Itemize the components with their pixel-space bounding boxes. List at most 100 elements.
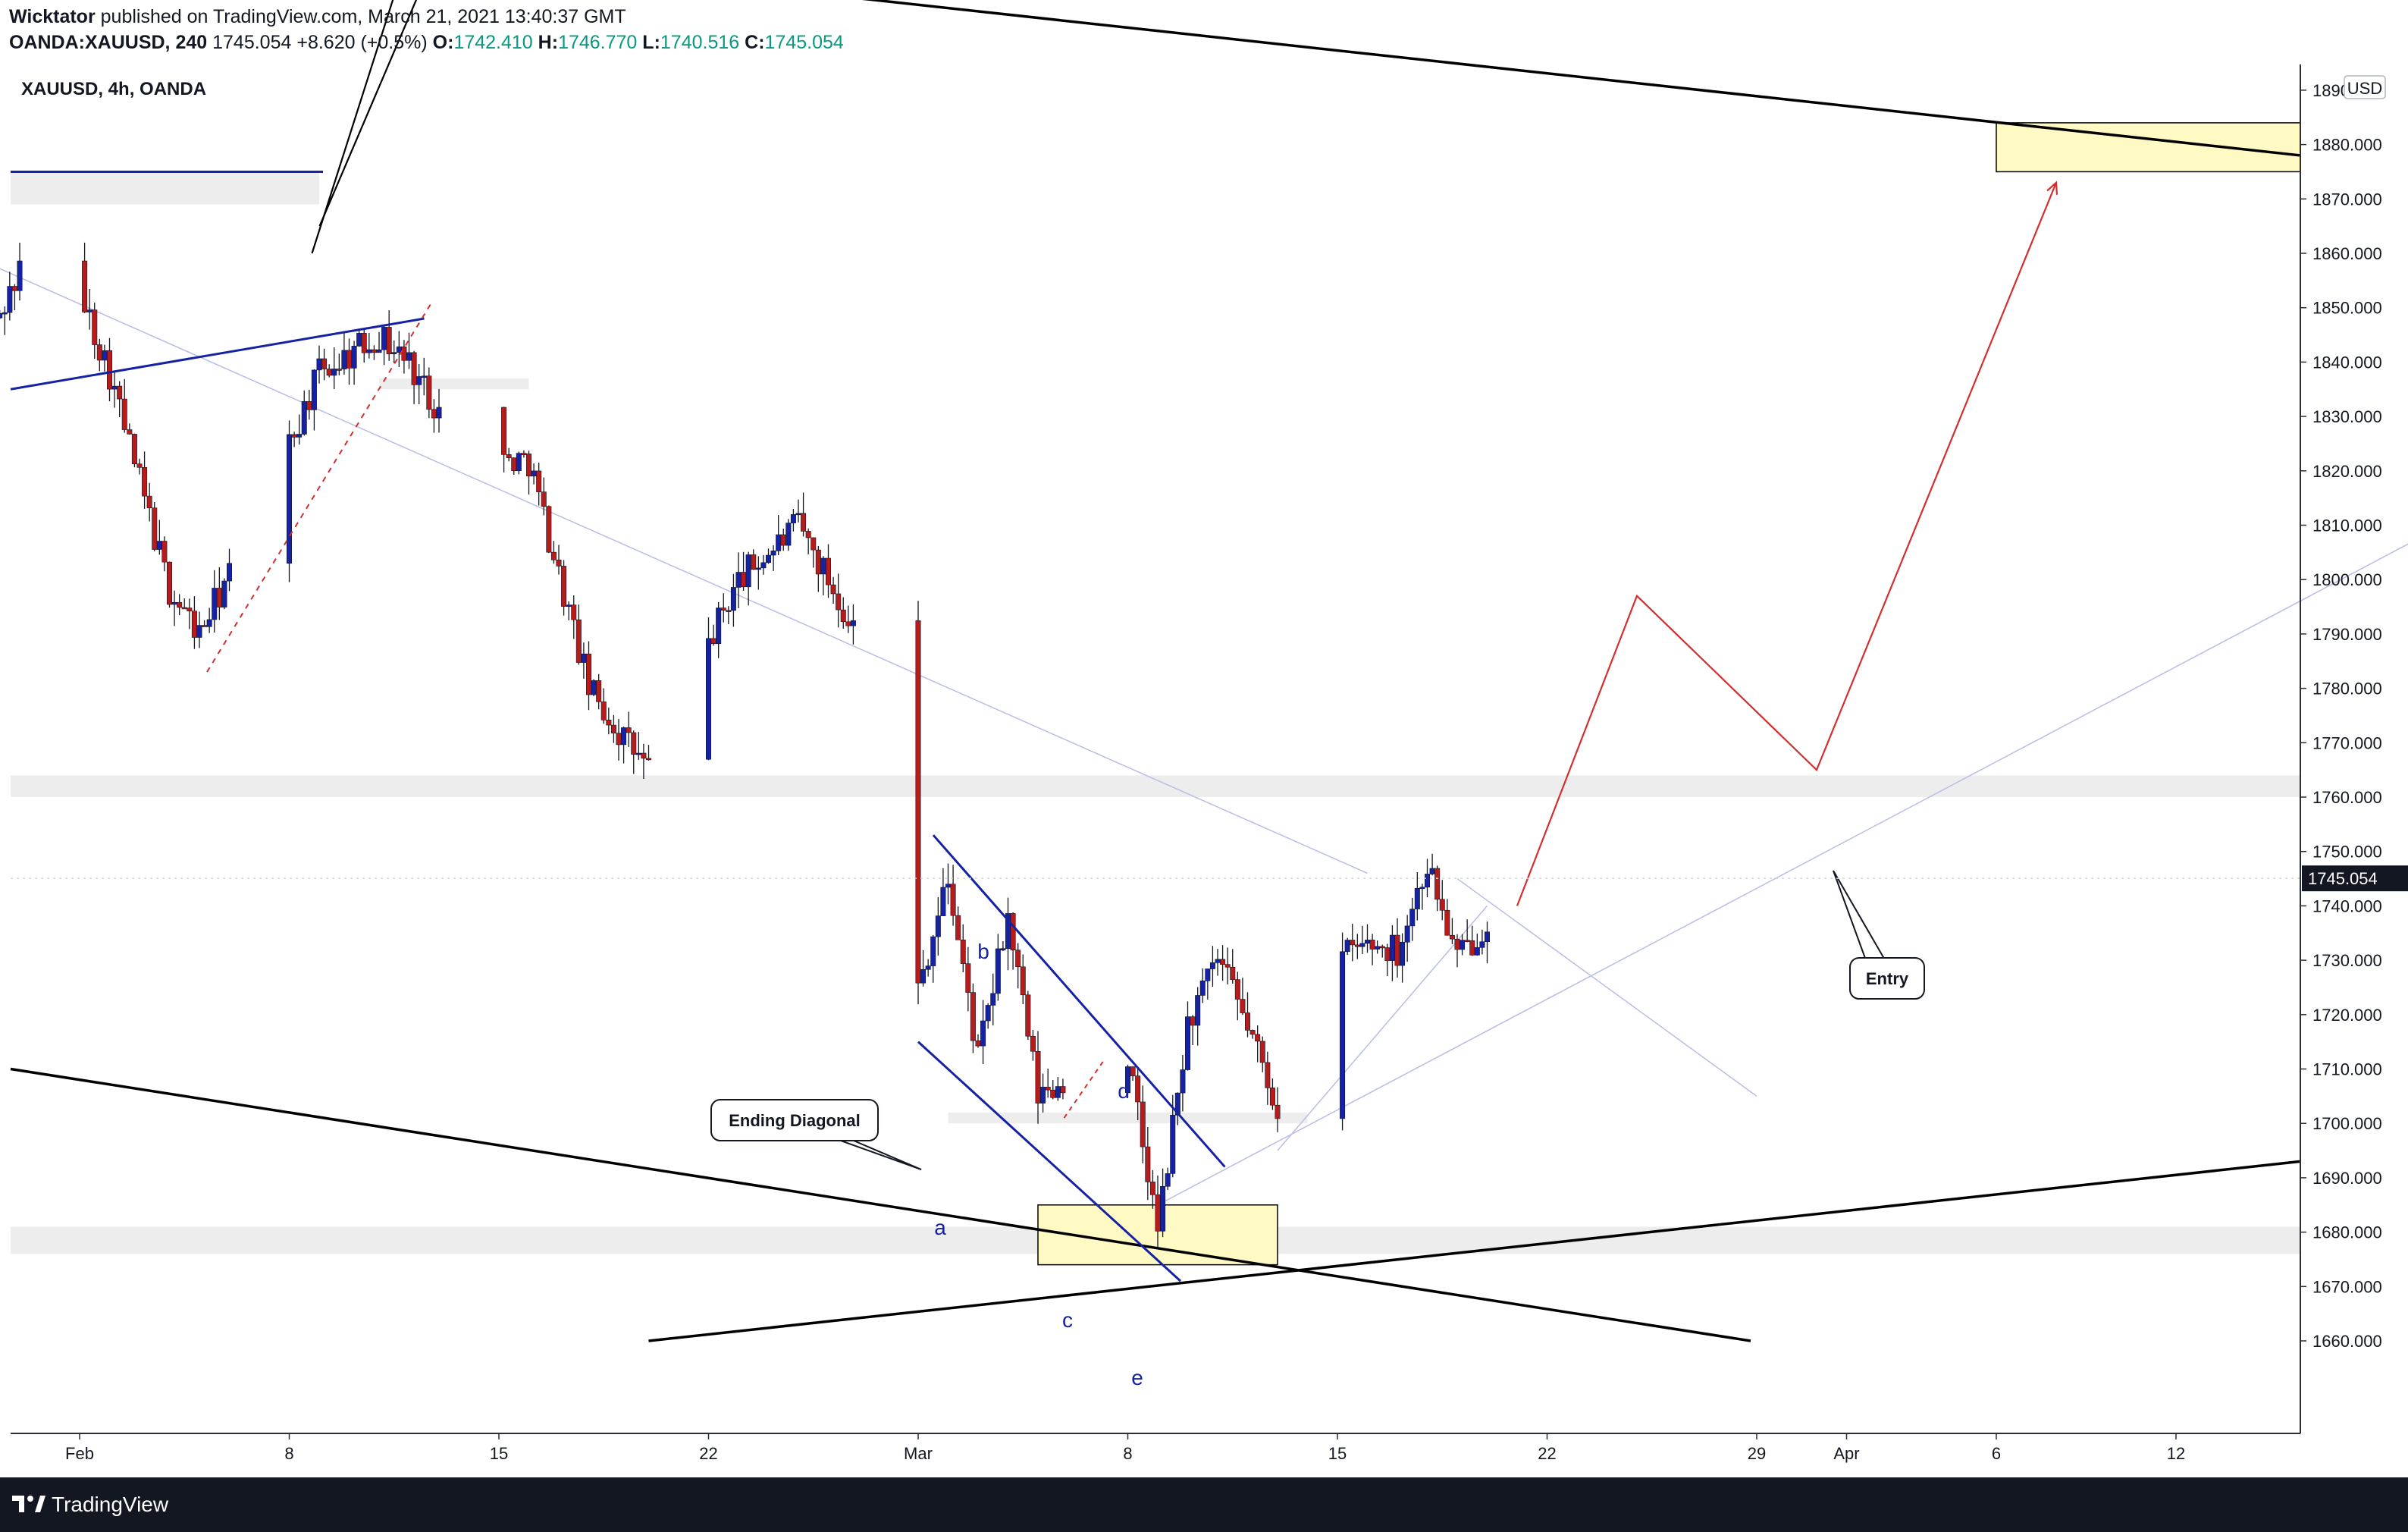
candle-body bbox=[1265, 1062, 1271, 1088]
candle-body bbox=[341, 350, 347, 369]
candle-body bbox=[1215, 959, 1221, 963]
candle-body bbox=[755, 567, 761, 570]
publish-info: published on TradingView.com, March 21, … bbox=[100, 6, 626, 27]
candle-body bbox=[1469, 940, 1475, 956]
candle-body bbox=[196, 625, 202, 638]
candle-body bbox=[291, 434, 297, 438]
candle-body bbox=[1439, 899, 1445, 911]
price-tick-label: 1710.000 bbox=[2312, 1060, 2382, 1079]
candle-body bbox=[1224, 964, 1231, 968]
candle-body bbox=[321, 358, 328, 369]
last-price-tag: 1745.054 bbox=[11, 865, 2408, 892]
candle-body bbox=[1035, 1050, 1041, 1103]
candle-body bbox=[760, 562, 767, 569]
wave-label-d: d bbox=[1118, 1079, 1130, 1103]
candle-body bbox=[1434, 868, 1441, 900]
candle-body bbox=[1240, 999, 1246, 1013]
price-tick-label: 1790.000 bbox=[2312, 625, 2382, 644]
candle-body bbox=[915, 620, 921, 984]
candle-body bbox=[1160, 1185, 1166, 1232]
candle-body bbox=[785, 523, 792, 546]
candle-body bbox=[1020, 966, 1026, 996]
candle-body bbox=[826, 557, 832, 585]
currency-badge bbox=[2344, 75, 2386, 99]
price-tick-label: 1810.000 bbox=[2312, 516, 2382, 535]
candle-body bbox=[161, 541, 168, 563]
candle-body bbox=[1485, 931, 1491, 943]
candle-body bbox=[366, 349, 372, 353]
candle-body bbox=[1275, 1104, 1281, 1119]
time-tick-label: 15 bbox=[490, 1444, 508, 1463]
time-tick-label: Feb bbox=[65, 1444, 94, 1463]
candle-body bbox=[705, 638, 711, 760]
candle-body bbox=[212, 588, 218, 620]
price-axis[interactable]: 1660.000 1670.000 1680.000 1690.000 1700.000… bbox=[2300, 64, 2386, 1433]
candle-body bbox=[406, 352, 412, 361]
candle-body bbox=[316, 358, 322, 371]
candle-body bbox=[326, 369, 332, 376]
candle-body bbox=[780, 534, 786, 546]
candle-body bbox=[521, 453, 527, 455]
candle-body bbox=[1414, 887, 1420, 909]
tradingview-logo-icon[interactable] bbox=[12, 1491, 45, 1517]
candle-body bbox=[11, 286, 17, 291]
candle-body bbox=[840, 609, 846, 623]
price-tick-label: 1690.000 bbox=[2312, 1169, 2382, 1188]
open-label: O: bbox=[432, 32, 454, 53]
candle-body bbox=[566, 604, 572, 607]
time-axis[interactable]: Feb 8 15 22 Mar 8 15 22 29 Apr 6 12 bbox=[11, 1433, 2300, 1463]
candle-body bbox=[411, 352, 417, 385]
candle-body bbox=[171, 602, 177, 605]
candle-body bbox=[836, 593, 842, 611]
candle-body bbox=[436, 407, 442, 419]
candle-body bbox=[571, 604, 577, 620]
candle-body bbox=[431, 409, 437, 419]
candle-body bbox=[92, 309, 98, 345]
candle-body bbox=[795, 513, 801, 516]
candle-body bbox=[1479, 941, 1485, 948]
projection-arrowhead bbox=[2046, 181, 2058, 195]
candle-body bbox=[805, 531, 811, 538]
candle-body bbox=[117, 385, 123, 400]
price-tick-label: 1880.000 bbox=[2312, 136, 2382, 155]
candle-body bbox=[181, 607, 187, 610]
candle-body bbox=[1060, 1086, 1066, 1094]
price-tick-label: 1830.000 bbox=[2312, 407, 2382, 426]
candle-body bbox=[1400, 941, 1406, 966]
candle-body bbox=[1195, 995, 1201, 1026]
price-tick-label: 1720.000 bbox=[2312, 1006, 2382, 1025]
candle-body bbox=[815, 549, 821, 575]
candle-body bbox=[371, 349, 377, 353]
candle-body bbox=[1015, 950, 1021, 968]
price-tick-label: 1760.000 bbox=[2312, 788, 2382, 807]
candle-body bbox=[811, 537, 817, 551]
candle-body bbox=[716, 607, 722, 645]
projection-layer bbox=[1516, 181, 2058, 906]
candle-body bbox=[585, 653, 591, 695]
candle-body bbox=[591, 680, 597, 695]
candle-body bbox=[850, 620, 856, 626]
candle-body bbox=[1464, 940, 1470, 942]
candle-body bbox=[1030, 1035, 1036, 1052]
symbol-full: OANDA:XAUUSD, 240 bbox=[9, 32, 208, 53]
candle-body bbox=[1249, 1030, 1256, 1035]
price-tick-label: 1740.000 bbox=[2312, 896, 2382, 915]
candle-body bbox=[531, 470, 537, 477]
candle-body bbox=[776, 534, 782, 551]
currency-badge-text: USD bbox=[2347, 79, 2382, 98]
candle-body bbox=[751, 554, 757, 570]
zone-grey-1 bbox=[11, 775, 2300, 797]
thin-trend-lines bbox=[0, 268, 2408, 1206]
candle-body bbox=[1140, 1101, 1146, 1147]
candle-body bbox=[1454, 938, 1460, 950]
candle-body bbox=[1344, 940, 1350, 953]
open-value: 1742.410 bbox=[453, 32, 533, 53]
lower-falling-trendline-black bbox=[10, 1067, 1751, 1342]
candle-body bbox=[107, 350, 113, 390]
descending-trendline-extension bbox=[1456, 877, 1757, 1097]
footer-brand[interactable]: TradingView bbox=[52, 1493, 169, 1516]
price-tick-label: 1850.000 bbox=[2312, 299, 2382, 318]
candle-body bbox=[1365, 940, 1371, 944]
candle-body bbox=[830, 584, 836, 595]
